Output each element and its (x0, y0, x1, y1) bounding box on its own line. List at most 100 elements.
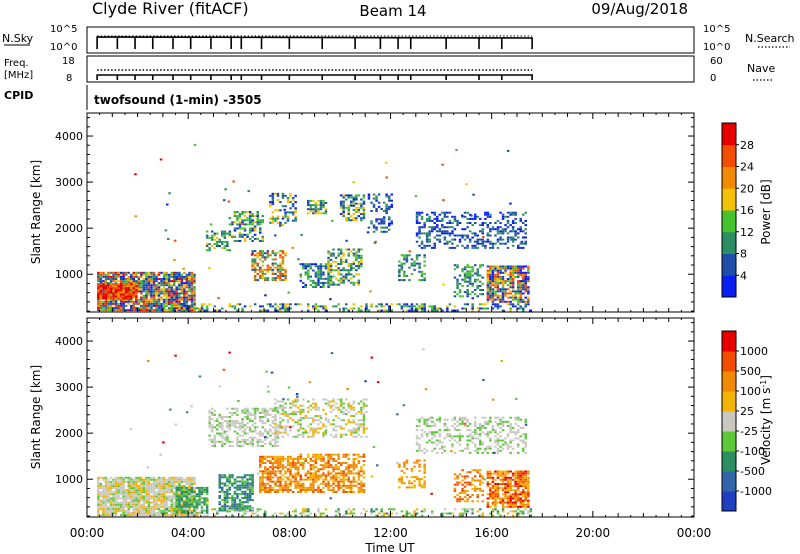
range-gate-cell (122, 298, 125, 301)
range-gate-cell (238, 213, 242, 215)
range-gate-cell (142, 278, 146, 280)
range-gate-cell (317, 457, 320, 460)
range-gate-cell (332, 419, 335, 422)
range-gate-cell (140, 499, 143, 502)
range-gate-cell (484, 244, 487, 247)
range-gate-cell (291, 460, 295, 462)
range-gate-cell (317, 431, 320, 434)
range-gate-cell (324, 433, 328, 436)
range-gate-cell (486, 420, 490, 423)
range-gate-cell (264, 279, 267, 282)
range-gate-cell (322, 277, 325, 280)
range-gate-cell (264, 491, 267, 493)
range-gate-cell (167, 294, 171, 297)
range-gate-cell (259, 432, 262, 435)
range-gate-cell (496, 294, 500, 297)
nsky-panel (86, 26, 695, 54)
range-gate-cell (286, 476, 290, 479)
range-gate-cell (501, 242, 505, 245)
range-gate-cell (329, 271, 333, 274)
range-gate-cell (117, 287, 120, 290)
range-gate-cell (334, 435, 338, 438)
range-gate-cell (164, 229, 168, 232)
range-gate-cell (180, 275, 184, 278)
range-gate-cell (160, 280, 163, 283)
range-gate-cell (97, 295, 100, 298)
range-gate-cell (99, 273, 103, 276)
range-gate-cell (294, 484, 297, 487)
range-gate-cell (152, 302, 156, 305)
range-gate-cell (102, 491, 105, 494)
range-gate-cell (519, 305, 522, 308)
range-gate-cell (241, 486, 244, 489)
range-gate-cell (302, 286, 305, 288)
range-gate-cell (307, 277, 310, 280)
range-gate-cell (398, 463, 401, 466)
range-gate-cell (274, 423, 277, 426)
range-gate-cell (150, 509, 153, 512)
range-gate-cell (228, 478, 232, 481)
range-gate-cell (228, 507, 232, 510)
range-gate-cell (266, 478, 270, 481)
range-gate-cell (455, 149, 458, 151)
range-gate-cell (423, 232, 426, 235)
range-gate-cell (443, 424, 447, 427)
range-gate-cell (221, 426, 224, 429)
range-gate-cell (322, 431, 325, 434)
range-gate-cell (465, 183, 468, 186)
range-gate-cell (279, 201, 282, 204)
range-gate-cell (339, 486, 343, 489)
range-gate-cell (366, 231, 370, 234)
range-gate-cell (193, 507, 196, 510)
range-gate-cell (352, 196, 356, 199)
range-gate-cell (102, 512, 105, 514)
range-gate-cell (314, 476, 318, 479)
range-gate-cell (289, 478, 292, 481)
range-gate-cell (398, 465, 401, 468)
range-gate-cell (448, 240, 452, 243)
range-gate-cell (418, 262, 421, 265)
range-gate-cell (243, 428, 247, 431)
range-gate-cell (339, 419, 343, 422)
range-gate-cell (418, 418, 421, 421)
range-gate-cell (355, 464, 358, 467)
range-gate-cell (193, 143, 197, 146)
range-gate-cell (112, 307, 115, 309)
range-gate-cell (241, 434, 244, 437)
range-gate-cell (117, 271, 120, 274)
range-gate-cell (107, 505, 110, 508)
range-gate-cell (279, 250, 282, 253)
range-gate-cell (418, 264, 421, 267)
range-gate-cell (135, 271, 138, 274)
range-gate-cell (112, 278, 115, 280)
range-gate-cell (130, 493, 133, 496)
range-gate-cell (314, 206, 318, 209)
range-gate-cell (345, 277, 348, 280)
range-gate-cell (127, 293, 130, 296)
range-gate-cell (142, 478, 146, 481)
range-gate-cell (127, 478, 130, 481)
range-gate-cell (221, 434, 224, 437)
range-gate-cell (180, 480, 184, 483)
range-gate-cell (236, 488, 239, 491)
range-gate-cell (506, 211, 510, 214)
range-gate-cell (107, 514, 110, 517)
range-gate-cell (360, 265, 363, 268)
range-gate-cell (491, 429, 495, 432)
range-gate-cell (107, 297, 110, 300)
range-gate-cell (484, 416, 487, 419)
range-gate-cell (261, 237, 264, 240)
range-gate-cell (135, 297, 138, 300)
range-gate-cell (150, 501, 153, 504)
range-gate-cell (365, 435, 368, 438)
range-gate-cell (345, 275, 348, 278)
range-gate-cell (142, 505, 146, 508)
range-gate-cell (489, 292, 492, 295)
range-gate-cell (145, 284, 148, 287)
range-gate-cell (347, 252, 350, 255)
range-gate-cell (284, 410, 287, 413)
range-gate-cell (180, 505, 184, 508)
range-gate-cell (451, 424, 454, 427)
range-gate-cell (284, 252, 287, 255)
range-gate-cell (276, 221, 280, 224)
